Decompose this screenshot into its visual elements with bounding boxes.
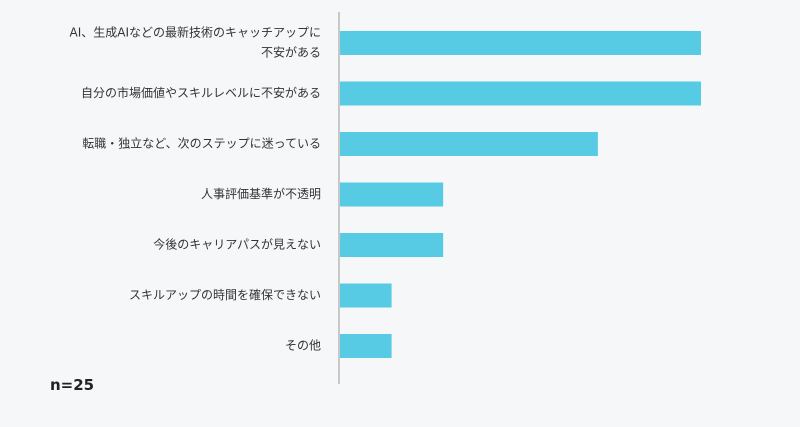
bar-6 — [340, 283, 392, 308]
category-label-line: 人事評価基準が不透明 — [201, 186, 321, 201]
category-label-2: 自分の市場価値やスキルレベルに不安がある — [81, 85, 321, 100]
bar-1 — [340, 31, 701, 55]
bar-4 — [340, 182, 444, 207]
category-label-4: 人事評価基準が不透明 — [201, 186, 321, 201]
category-label-line: 今後のキャリアパスが見えない — [153, 237, 321, 252]
sample-size-note: n=25 — [50, 376, 95, 394]
category-label-line: スキルアップの時間を確保できない — [129, 287, 321, 302]
bar-3 — [340, 132, 598, 156]
category-label-7: その他 — [285, 339, 321, 353]
category-label-5: 今後のキャリアパスが見えない — [153, 237, 321, 252]
bar-2 — [340, 81, 701, 106]
bar-7 — [340, 334, 392, 358]
category-label-line: AI、生成AIなどの最新技術のキャッチアップに — [70, 25, 322, 40]
bar-5 — [340, 233, 444, 257]
category-label-6: スキルアップの時間を確保できない — [129, 287, 321, 302]
category-label-line: 自分の市場価値やスキルレベルに不安がある — [81, 85, 321, 100]
category-label-line: その他 — [285, 339, 321, 353]
category-label-line: 不安がある — [261, 45, 321, 60]
category-label-line: 転職・独立など、次のステップに迷っている — [82, 136, 321, 151]
category-label-3: 転職・独立など、次のステップに迷っている — [82, 136, 321, 151]
category-label-1: AI、生成AIなどの最新技術のキャッチアップに不安がある — [70, 25, 322, 60]
